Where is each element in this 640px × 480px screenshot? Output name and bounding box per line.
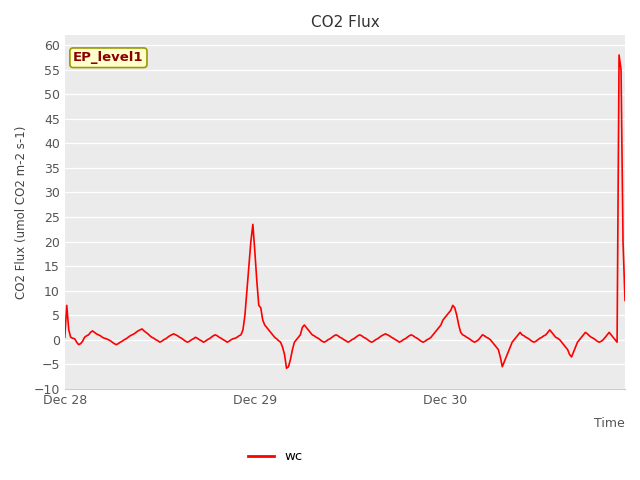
Y-axis label: CO2 Flux (umol CO2 m-2 s-1): CO2 Flux (umol CO2 m-2 s-1)	[15, 125, 28, 299]
Title: CO2 Flux: CO2 Flux	[310, 15, 380, 30]
Text: EP_level1: EP_level1	[73, 51, 144, 64]
Legend: wc: wc	[243, 445, 308, 468]
Text: Time: Time	[595, 417, 625, 430]
